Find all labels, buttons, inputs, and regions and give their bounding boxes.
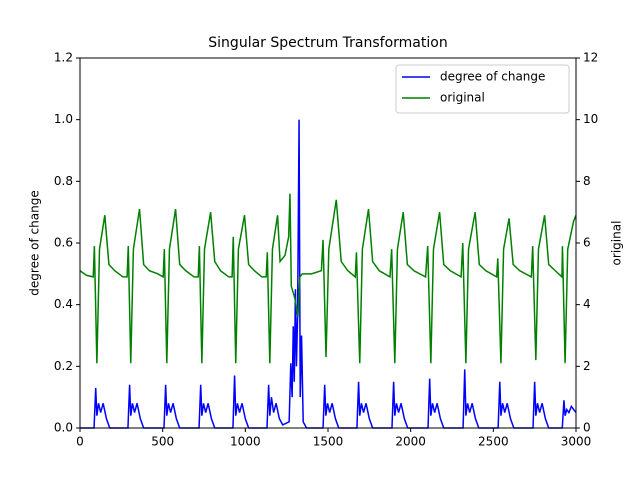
y2-tick-label: 6 (583, 236, 591, 250)
legend-box (395, 64, 570, 114)
x-tick-label: 2000 (395, 435, 426, 449)
y-tick-label: 1.0 (54, 112, 73, 126)
y2-tick-label: 8 (583, 174, 591, 188)
x-tick-label: 0 (76, 435, 84, 449)
legend-label: original (440, 91, 485, 105)
y-tick-label: 0.0 (54, 421, 73, 435)
chart-title: Singular Spectrum Transformation (208, 35, 447, 51)
y2-tick-label: 2 (583, 359, 591, 373)
x-tick-label: 1000 (230, 435, 261, 449)
y2-axis-label: original (610, 221, 624, 266)
plot-frame (79, 57, 577, 429)
x-tick-label: 500 (151, 435, 174, 449)
y-tick-label: 0.8 (54, 174, 73, 188)
y-tick-label: 0.4 (54, 297, 73, 311)
y2-tick-label: 4 (583, 297, 591, 311)
x-tick-label: 3000 (561, 435, 592, 449)
x-tick-label: 2500 (478, 435, 509, 449)
y2-tick-label: 12 (583, 51, 598, 65)
y2-tick-label: 0 (583, 421, 591, 435)
y-tick-label: 1.2 (54, 51, 73, 65)
line-series (79, 193, 577, 364)
legend-label: degree of change (440, 70, 545, 84)
y-axis-label: degree of change (28, 190, 42, 295)
y2-tick-label: 10 (583, 112, 598, 126)
y-tick-label: 0.6 (54, 236, 73, 250)
x-tick-label: 1500 (313, 435, 344, 449)
y-tick-label: 0.2 (54, 359, 73, 373)
